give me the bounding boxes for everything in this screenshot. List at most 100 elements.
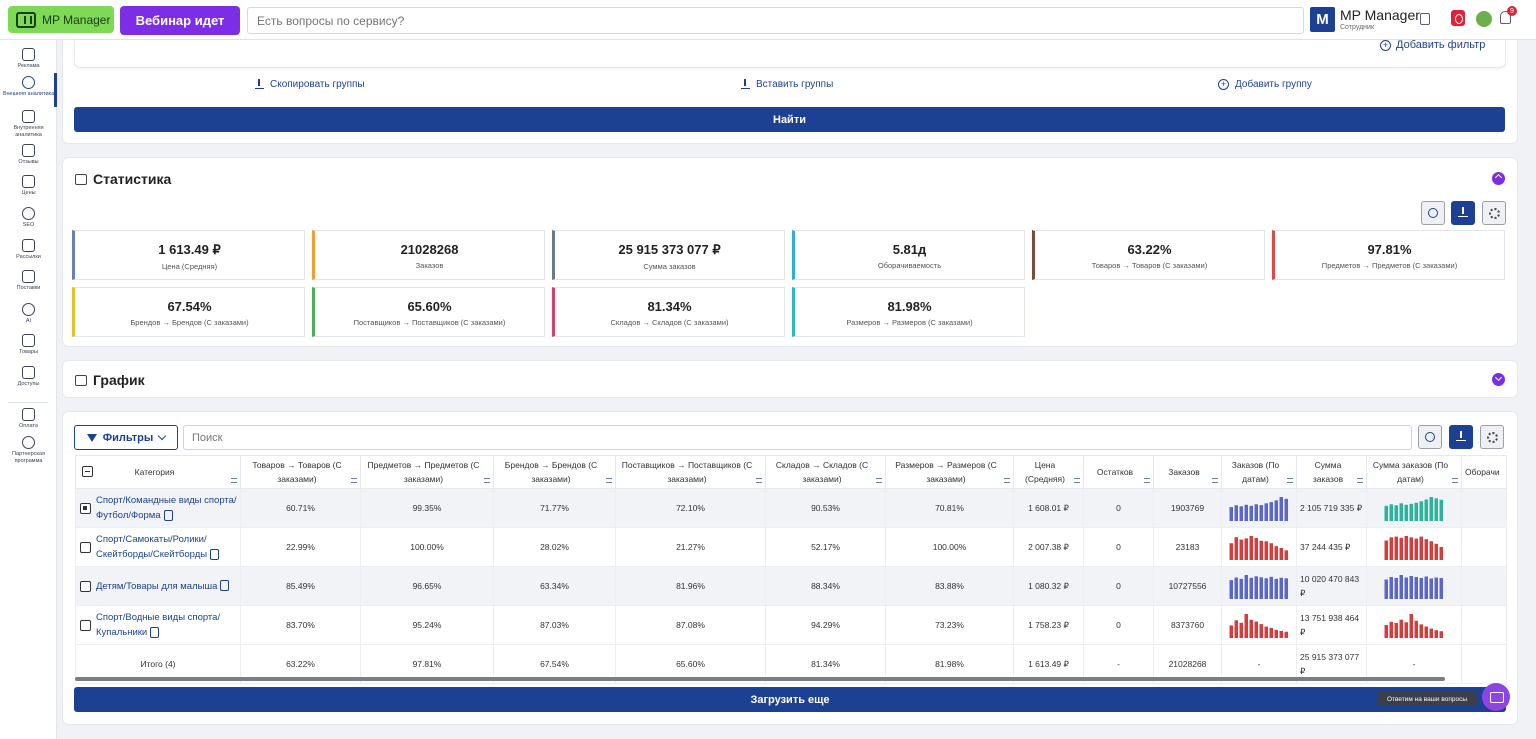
- sidebar-item-goods[interactable]: Товары: [0, 334, 57, 356]
- app-icon[interactable]: [1451, 10, 1465, 26]
- column-header-label: Остатков: [1096, 467, 1134, 477]
- sort-icon[interactable]: [1004, 478, 1010, 483]
- target-icon: [1425, 432, 1435, 442]
- sort-icon[interactable]: [351, 478, 357, 483]
- column-header-turnover[interactable]: Оборачи: [1461, 455, 1507, 489]
- sort-icon[interactable]: [876, 478, 882, 483]
- sparkline-bar: [1424, 539, 1428, 560]
- webinar-button[interactable]: Вебинар идет: [120, 6, 240, 35]
- reviews-icon: [22, 144, 35, 157]
- table-settings-button[interactable]: [1418, 425, 1442, 449]
- table-row[interactable]: Спорт/Командные виды спорта/Футбол/Форма…: [75, 488, 1507, 528]
- copy-icon[interactable]: [220, 580, 230, 592]
- table-row[interactable]: Спорт/Самокаты/Ролики/Скейтборды/Скейтбо…: [75, 527, 1507, 567]
- sort-icon[interactable]: [756, 478, 762, 483]
- logo-button[interactable]: MP Manager: [8, 6, 114, 33]
- copy-groups-button[interactable]: Скопировать группы: [255, 79, 365, 90]
- sort-icon[interactable]: [1287, 478, 1293, 483]
- select-all-checkbox[interactable]: [82, 466, 93, 477]
- paste-groups-button[interactable]: Вставить группы: [741, 79, 833, 90]
- sidebar-item-external-analytics[interactable]: Внешняя аналитика: [0, 76, 57, 98]
- column-header-sizes[interactable]: Размеров → Размеров (С заказами): [885, 455, 1014, 489]
- sort-icon[interactable]: [1357, 478, 1363, 483]
- chat-icon[interactable]: [1482, 683, 1510, 711]
- sidebar-item-prices[interactable]: Цены: [0, 175, 57, 197]
- table-download-button[interactable]: [1449, 425, 1473, 449]
- table-horizontal-scrollbar[interactable]: [75, 677, 1445, 681]
- bell-icon[interactable]: [1500, 11, 1511, 24]
- status-icon[interactable]: [1476, 11, 1492, 27]
- sidebar-item-mailing[interactable]: Рассылки: [0, 239, 57, 261]
- table-gear-button[interactable]: [1480, 425, 1504, 449]
- category-link[interactable]: Детям/Товары для малыша: [96, 580, 218, 592]
- category-link[interactable]: Спорт/Водные виды спорта/Купальники: [96, 612, 221, 638]
- load-more-button[interactable]: Загрузить еще: [74, 687, 1506, 712]
- sparkline-bar: [1409, 614, 1413, 638]
- copy-icon[interactable]: [210, 548, 220, 560]
- copy-icon[interactable]: [163, 509, 173, 521]
- column-header-goods[interactable]: Товаров → Товаров (С заказами): [240, 455, 361, 489]
- add-filter-button[interactable]: + Добавить фильтр: [1380, 39, 1485, 51]
- help-search-input[interactable]: [247, 7, 1304, 34]
- sparkline-bar: [1279, 630, 1283, 638]
- table-search-input[interactable]: [183, 425, 1412, 450]
- copy-icon[interactable]: [150, 626, 160, 638]
- sparkline-chart: [1384, 575, 1443, 599]
- table-filters-button[interactable]: Фильтры: [74, 425, 178, 450]
- column-header-category[interactable]: Категория: [75, 455, 241, 489]
- category-link[interactable]: Спорт/Самокаты/Ролики/Скейтборды/Скейтбо…: [96, 534, 208, 560]
- sparkline-bar: [1274, 546, 1278, 560]
- graph-expand-button[interactable]: [1492, 373, 1505, 386]
- column-header-stock[interactable]: Остатков: [1083, 455, 1154, 489]
- sparkline-bar: [1254, 621, 1258, 638]
- category-link[interactable]: Спорт/Командные виды спорта/Футбол/Форма: [96, 495, 237, 521]
- sidebar-item-label: Партнерская программа: [12, 451, 45, 464]
- sidebar-item-internal-analytics[interactable]: Внутренняя аналитика: [0, 110, 57, 138]
- sort-icon[interactable]: [606, 478, 612, 483]
- sort-icon[interactable]: [1144, 478, 1150, 483]
- column-header-warehouses[interactable]: Складов → Складов (С заказами): [765, 455, 886, 489]
- user-name: MP Manager: [1340, 7, 1420, 23]
- column-header-subjects[interactable]: Предметов → Предметов (С заказами): [360, 455, 494, 489]
- sidebar-item-payment[interactable]: Оплата: [0, 408, 57, 430]
- table-row[interactable]: Детям/Товары для малыша 85.49% 96.65% 63.34…: [75, 566, 1507, 606]
- sparkline-bar: [1389, 504, 1393, 521]
- sort-icon[interactable]: [231, 478, 237, 483]
- add-group-button[interactable]: + Добавить группу: [1218, 79, 1312, 90]
- sort-icon[interactable]: [1212, 478, 1218, 483]
- sidebar-item-reviews[interactable]: Отзывы: [0, 144, 57, 166]
- column-header-price[interactable]: Цена (Средняя): [1013, 455, 1084, 489]
- column-header-sum[interactable]: Сумма заказов: [1296, 455, 1367, 489]
- stat-value: 1 613.49 ₽: [158, 242, 221, 257]
- table-row[interactable]: Спорт/Водные виды спорта/Купальники 83.70…: [75, 605, 1507, 645]
- avatar[interactable]: M: [1310, 7, 1335, 32]
- copy-icon[interactable]: [1420, 13, 1430, 25]
- sidebar-item-ads[interactable]: Реклама: [0, 48, 57, 70]
- column-header-brands[interactable]: Брендов → Брендов (С заказами): [493, 455, 616, 489]
- column-header-sum-by-date[interactable]: Сумма заказов (По датам): [1366, 455, 1462, 489]
- column-header-orders[interactable]: Заказов: [1153, 455, 1222, 489]
- sidebar-divider: [8, 402, 48, 403]
- sidebar-item-supplies[interactable]: Поставки: [0, 270, 57, 292]
- sort-icon[interactable]: [484, 478, 490, 483]
- column-header-suppliers[interactable]: Поставщиков → Поставщиков (С заказами): [615, 455, 766, 489]
- sort-icon[interactable]: [1074, 478, 1080, 483]
- sidebar-item-ai[interactable]: AI: [0, 303, 57, 325]
- sidebar-item-access[interactable]: Доступы: [0, 366, 57, 388]
- column-header-orders-by-date[interactable]: Заказов (По датам): [1221, 455, 1297, 489]
- sidebar-item-partners[interactable]: Партнерская программа: [0, 436, 57, 464]
- stat-card: 21028268 Заказов: [312, 230, 545, 280]
- row-checkbox[interactable]: [80, 580, 91, 592]
- row-checkbox[interactable]: [80, 619, 91, 631]
- stats-gear-button[interactable]: [1482, 201, 1506, 225]
- stats-download-button[interactable]: [1451, 201, 1475, 225]
- cell-sum-by-date: [1366, 488, 1462, 528]
- row-checkbox[interactable]: [80, 541, 91, 553]
- stats-icon: [75, 173, 87, 185]
- sort-icon[interactable]: [1452, 478, 1458, 483]
- stats-settings-button[interactable]: [1421, 201, 1445, 225]
- sidebar-item-seo[interactable]: SEO: [0, 207, 57, 229]
- row-checkbox[interactable]: [80, 502, 91, 514]
- find-button[interactable]: Найти: [74, 107, 1505, 132]
- statistics-collapse-button[interactable]: [1492, 172, 1505, 185]
